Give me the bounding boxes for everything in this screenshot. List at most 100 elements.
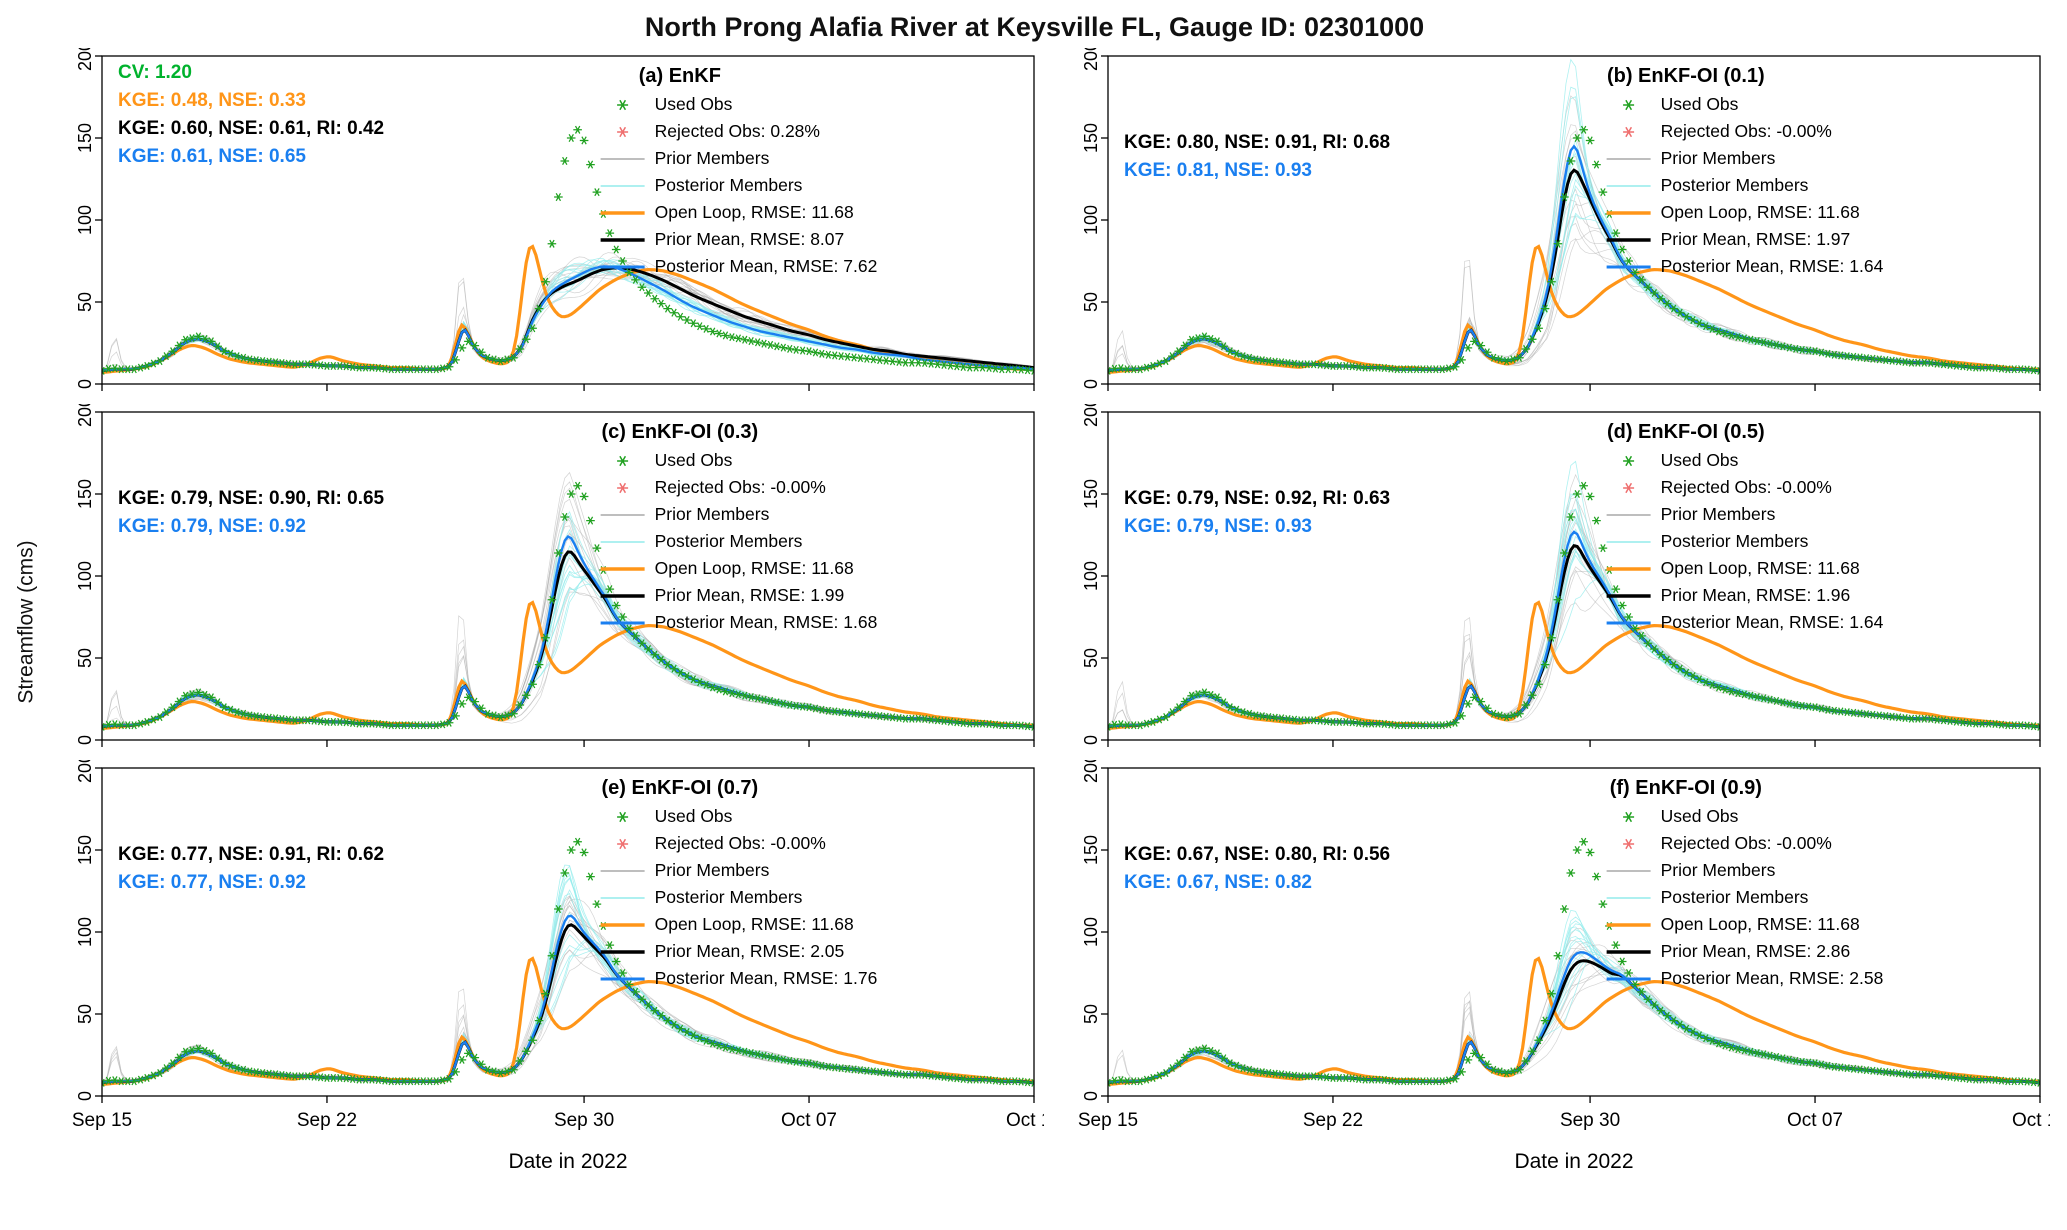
panel-label: (a) EnKF — [639, 65, 721, 87]
legend-item-label: Used Obs — [655, 450, 733, 470]
y-tick-label: 0 — [75, 1091, 95, 1101]
x-axis-ticks — [101, 384, 1035, 391]
stats-line: KGE: 0.77, NSE: 0.92 — [118, 872, 306, 893]
stats-line: KGE: 0.60, NSE: 0.61, RI: 0.42 — [118, 118, 384, 139]
used-obs-legend-marker — [617, 99, 629, 111]
rejected-obs-legend-marker — [617, 482, 629, 494]
y-tick-label: 150 — [75, 835, 95, 865]
legend-item-label: Prior Mean, RMSE: 1.99 — [655, 585, 845, 605]
y-tick-label: 200 — [1081, 404, 1101, 427]
y-tick-label: 50 — [1081, 648, 1101, 668]
x-tick-label: Sep 15 — [1078, 1110, 1138, 1131]
x-tick-label: Oct 07 — [781, 1110, 837, 1131]
x-tick-label: Sep 22 — [297, 1110, 357, 1131]
legend-item-label: Used Obs — [655, 94, 733, 114]
y-axis-ticks: 0 50 100 150 200 — [75, 760, 102, 1101]
y-axis-label: Streamflow (cms) — [15, 539, 39, 704]
x-axis-ticks — [1107, 740, 2041, 747]
x-axis-label: Date in 2022 — [1514, 1150, 1633, 1173]
legend-item-label: Posterior Members — [1661, 531, 1809, 551]
panel-d: 0 50 100 150 200 (d) EnKF-OI (0.5) Used Obs Rej… — [1081, 404, 2041, 747]
used-obs-legend-marker — [617, 811, 629, 823]
used-obs-legend-marker — [1623, 455, 1635, 467]
x-axis-label: Date in 2022 — [508, 1150, 627, 1173]
x-tick-label: Oct 07 — [1787, 1110, 1843, 1131]
stats-line: CV: 1.20 — [118, 62, 192, 83]
stats-line: KGE: 0.79, NSE: 0.93 — [1124, 516, 1312, 537]
y-tick-label: 0 — [75, 735, 95, 745]
stats-line: KGE: 0.77, NSE: 0.91, RI: 0.62 — [118, 844, 384, 865]
stats-text: KGE: 0.80, NSE: 0.91, RI: 0.68 KGE: 0.81,… — [1124, 132, 1390, 181]
x-axis-ticks: Sep 15 Sep 22 Sep 30 Oct 07 Oct 14 — [72, 1096, 1044, 1131]
x-axis-ticks: Sep 15 Sep 22 Sep 30 Oct 07 Oct 14 — [1078, 1096, 2050, 1131]
y-tick-label: 0 — [1081, 735, 1101, 745]
y-tick-label: 0 — [1081, 1091, 1101, 1101]
series-group — [102, 125, 1034, 375]
x-tick-label: Sep 30 — [554, 1110, 614, 1131]
legend: Used Obs Rejected Obs: -0.00% Prior Member… — [600, 450, 878, 632]
y-tick-label: 200 — [75, 760, 95, 783]
legend-item-label: Posterior Mean, RMSE: 7.62 — [655, 256, 878, 276]
panel-label: (c) EnKF-OI (0.3) — [602, 421, 759, 443]
legend-item-label: Used Obs — [1661, 94, 1739, 114]
stats-line: KGE: 0.79, NSE: 0.90, RI: 0.65 — [118, 488, 385, 509]
panel-c: 0 50 100 150 200 (c) EnKF-OI (0.3) Used Obs Rej… — [75, 404, 1035, 747]
panel-label: (d) EnKF-OI (0.5) — [1607, 421, 1765, 443]
used-obs-legend-marker — [1623, 811, 1635, 823]
legend-item-label: Rejected Obs: -0.00% — [655, 477, 826, 497]
legend-item-label: Rejected Obs: 0.28% — [655, 121, 820, 141]
series-group — [102, 837, 1034, 1087]
y-axis-ticks: 0 50 100 150 200 — [1081, 760, 1108, 1101]
legend: Used Obs Rejected Obs: -0.00% Prior Member… — [1606, 806, 1884, 988]
legend-item-label: Used Obs — [655, 806, 733, 826]
legend-item-label: Open Loop, RMSE: 11.68 — [655, 202, 854, 222]
y-tick-label: 50 — [75, 1004, 95, 1024]
used-obs-legend-marker — [617, 455, 629, 467]
legend-item-label: Prior Members — [1661, 148, 1776, 168]
open-loop-line — [102, 956, 1034, 1087]
panel-label: (f) EnKF-OI (0.9) — [1610, 777, 1762, 799]
legend: Used Obs Rejected Obs: 0.28% Prior Members… — [600, 94, 878, 276]
y-axis-ticks: 0 50 100 150 200 — [1081, 404, 1108, 745]
y-tick-label: 150 — [75, 123, 95, 153]
legend-item-label: Posterior Mean, RMSE: 1.64 — [1661, 256, 1884, 276]
x-tick-label: Oct 14 — [1006, 1110, 1044, 1131]
rejected-obs-legend-marker — [617, 838, 629, 850]
panel-label: (b) EnKF-OI (0.1) — [1607, 65, 1765, 87]
legend: Used Obs Rejected Obs: -0.00% Prior Member… — [1606, 450, 1884, 632]
y-tick-label: 50 — [1081, 292, 1101, 312]
stats-line: KGE: 0.48, NSE: 0.33 — [118, 90, 306, 111]
rejected-obs-legend-marker — [1623, 482, 1635, 494]
legend-item-label: Posterior Mean, RMSE: 1.68 — [655, 612, 878, 632]
panel-a: 0 50 100 150 200 (a) EnKF Used Obs Rejected Obs… — [75, 48, 1035, 391]
legend-item-label: Open Loop, RMSE: 11.68 — [1661, 914, 1860, 934]
series-group — [102, 471, 1034, 731]
stats-line: KGE: 0.67, NSE: 0.80, RI: 0.56 — [1124, 844, 1390, 865]
used-obs-markers — [1108, 125, 2040, 375]
legend-item-label: Posterior Mean, RMSE: 2.58 — [1661, 968, 1884, 988]
y-tick-label: 150 — [1081, 479, 1101, 509]
legend-item-label: Posterior Mean, RMSE: 1.64 — [1661, 612, 1884, 632]
legend-item-label: Prior Mean, RMSE: 2.05 — [655, 941, 845, 961]
legend-item-label: Posterior Mean, RMSE: 1.76 — [655, 968, 878, 988]
open-loop-line — [1108, 244, 2040, 375]
panels-grid: 0 50 100 150 200 (a) EnKF Used Obs Rejected Obs… — [44, 48, 2050, 1195]
stats-line: KGE: 0.80, NSE: 0.91, RI: 0.68 — [1124, 132, 1390, 153]
series-group — [1108, 460, 2040, 731]
panel-f: 0 50 100 150 200 Sep 15 Sep 22 Sep 30 Oct 07 Oct … — [1078, 760, 2050, 1173]
open-loop-line — [102, 600, 1034, 731]
open-loop-line — [1108, 600, 2040, 731]
y-tick-label: 200 — [1081, 760, 1101, 783]
legend-item-label: Prior Members — [1661, 860, 1776, 880]
panel-b: 0 50 100 150 200 (b) EnKF-OI (0.1) Used Obs Rej… — [1081, 48, 2041, 391]
panel-e: 0 50 100 150 200 Sep 15 Sep 22 Sep 30 Oct 07 Oct … — [72, 760, 1044, 1173]
stats-text: KGE: 0.77, NSE: 0.91, RI: 0.62 KGE: 0.77,… — [118, 844, 384, 893]
y-tick-label: 0 — [1081, 379, 1101, 389]
y-tick-label: 100 — [1081, 205, 1101, 235]
legend-item-label: Prior Mean, RMSE: 8.07 — [655, 229, 845, 249]
legend: Used Obs Rejected Obs: -0.00% Prior Member… — [600, 806, 878, 988]
y-axis-ticks: 0 50 100 150 200 — [1081, 48, 1108, 389]
plot-background — [102, 412, 1034, 740]
rejected-obs-legend-marker — [1623, 838, 1635, 850]
y-tick-label: 100 — [75, 561, 95, 591]
